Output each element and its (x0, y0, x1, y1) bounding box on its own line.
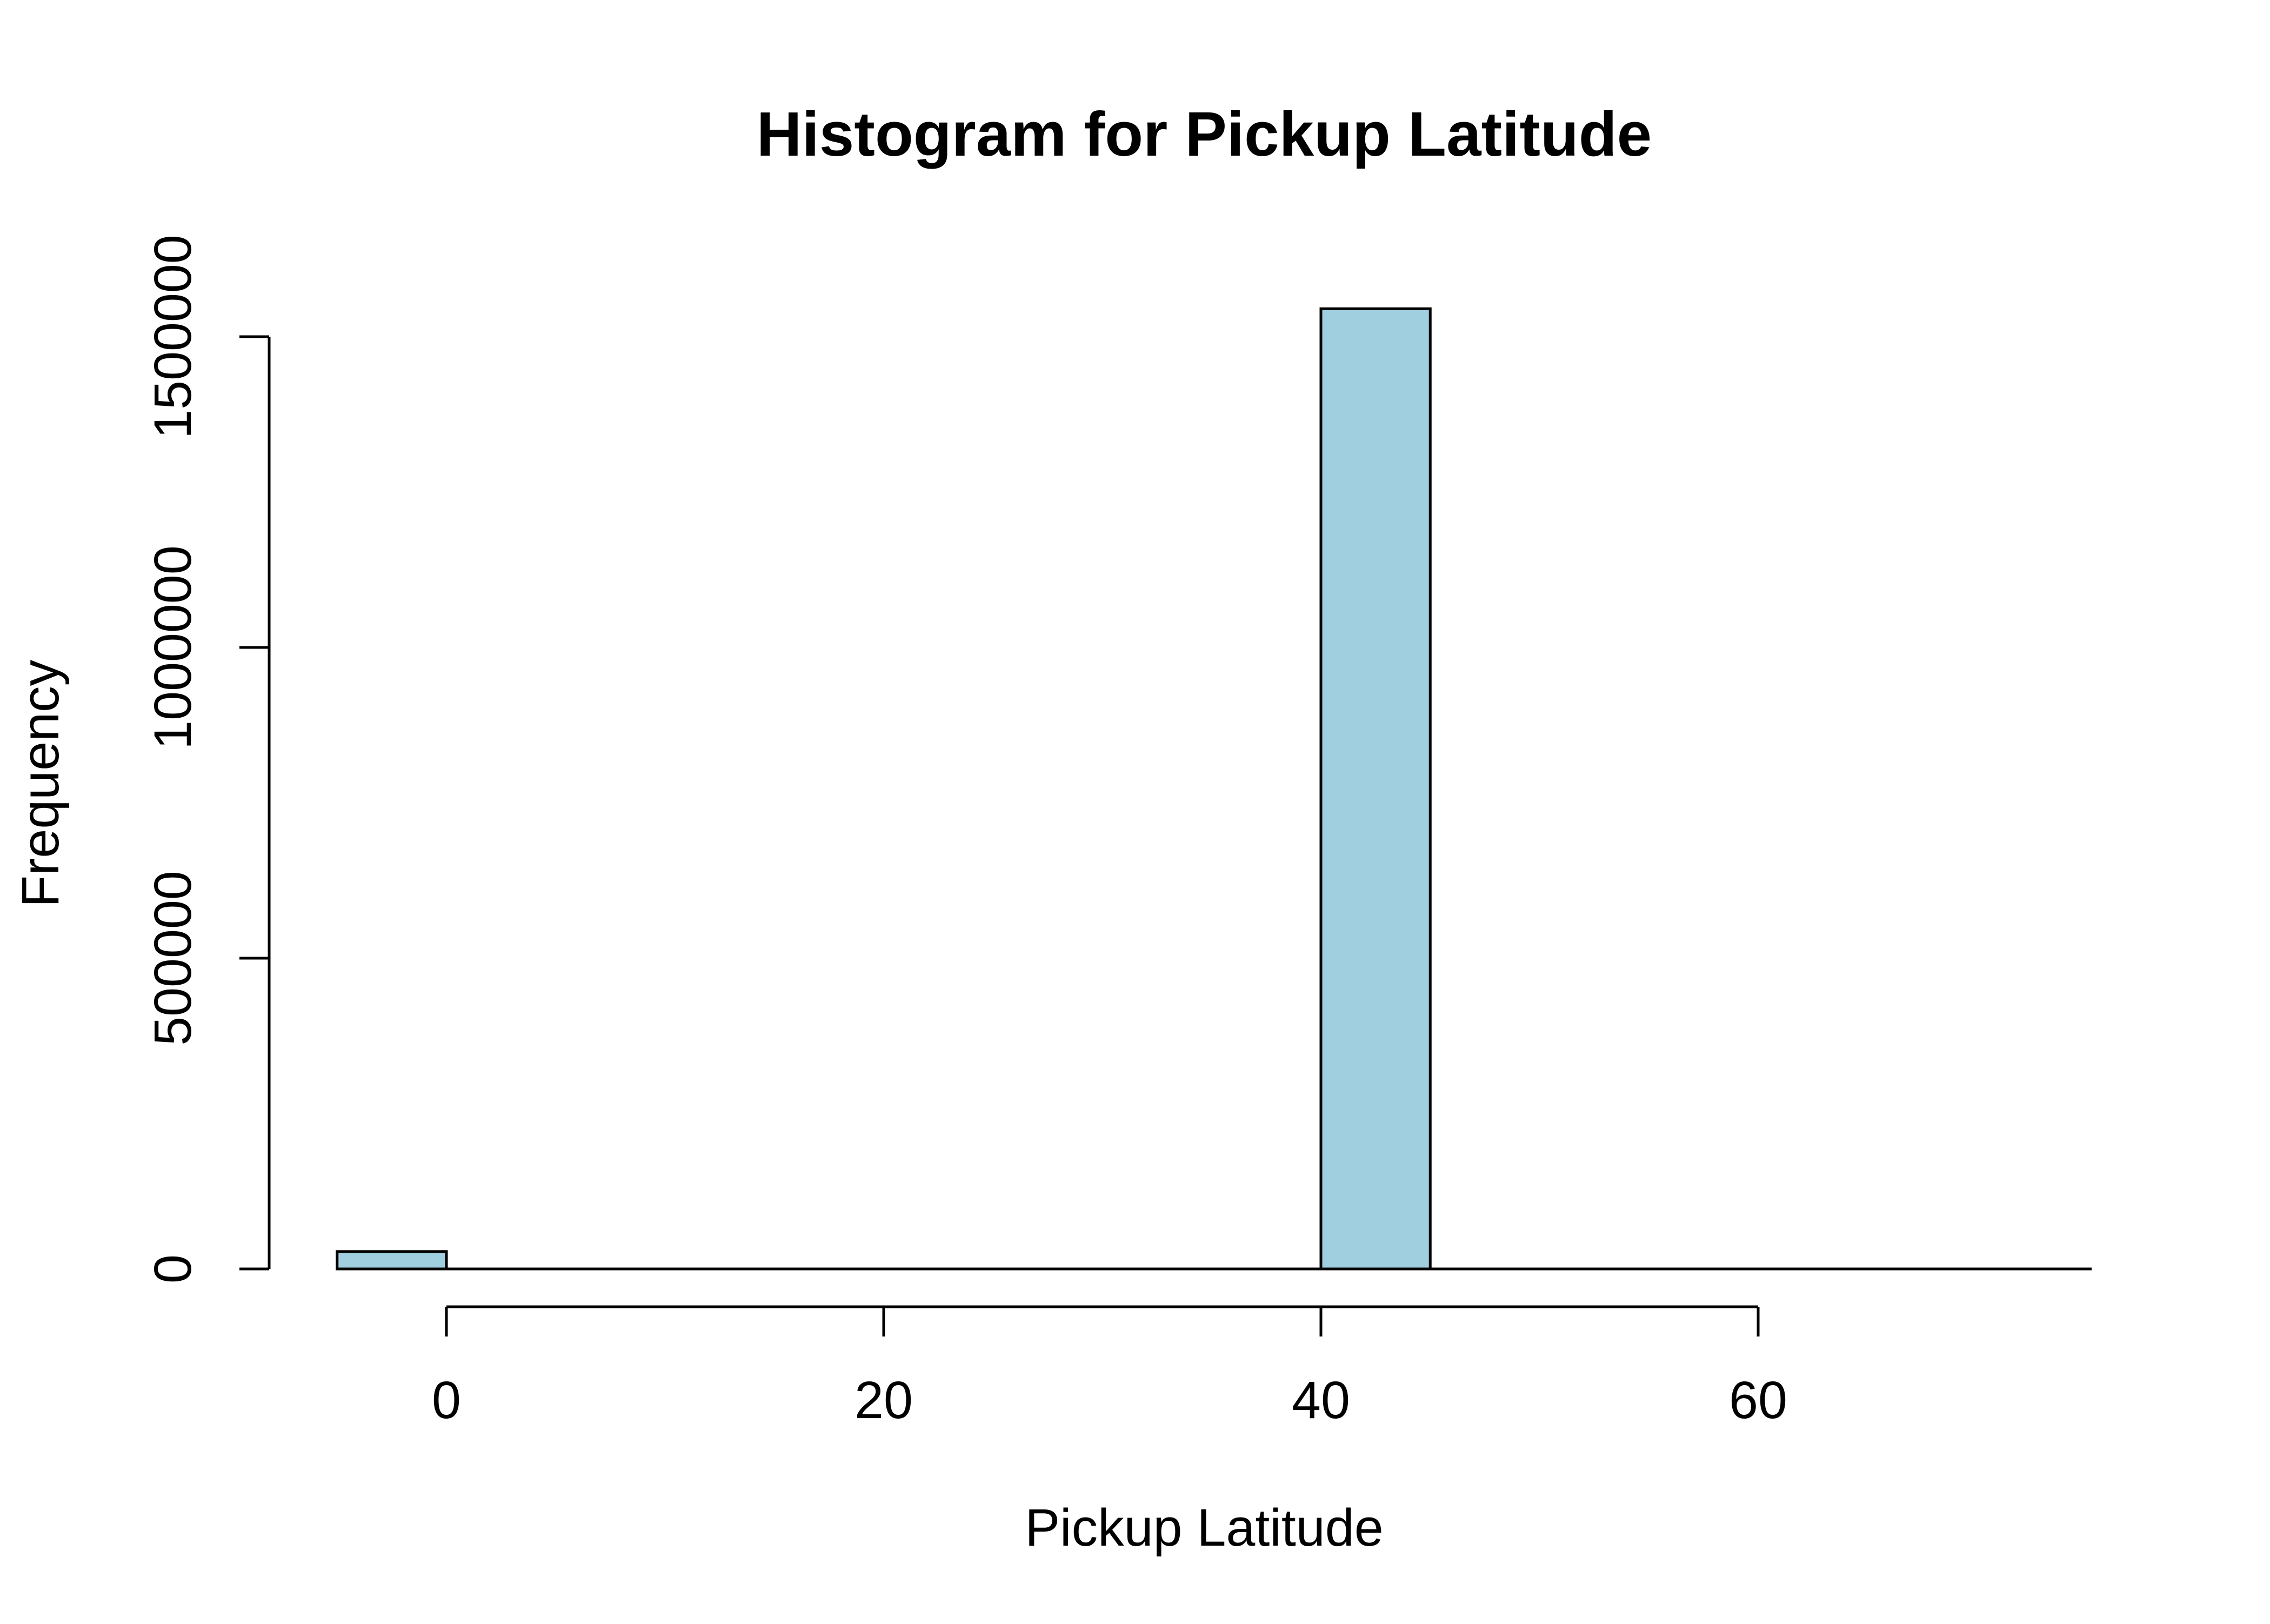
x-tick-label: 0 (432, 1371, 461, 1429)
x-axis: 0 20 40 60 (432, 1305, 1787, 1429)
x-tick-label: 20 (854, 1371, 913, 1429)
y-tick-label: 1000000 (143, 545, 202, 750)
chart-title: Histogram for Pickup Latitude (757, 99, 1652, 169)
histogram-bar (336, 1250, 448, 1271)
y-axis: 0 500000 1000000 1500000 (143, 235, 271, 1284)
bars-layer (336, 307, 2092, 1271)
y-tick-label: 0 (143, 1254, 202, 1284)
histogram-bar (1319, 307, 1432, 1271)
y-axis-label: Frequency (11, 659, 70, 907)
x-tick-label: 60 (1729, 1371, 1787, 1429)
y-tick-label: 1500000 (143, 235, 202, 439)
y-tick-label: 500000 (143, 871, 202, 1046)
x-axis-label: Pickup Latitude (1025, 1498, 1383, 1557)
x-tick-label: 40 (1292, 1371, 1350, 1429)
